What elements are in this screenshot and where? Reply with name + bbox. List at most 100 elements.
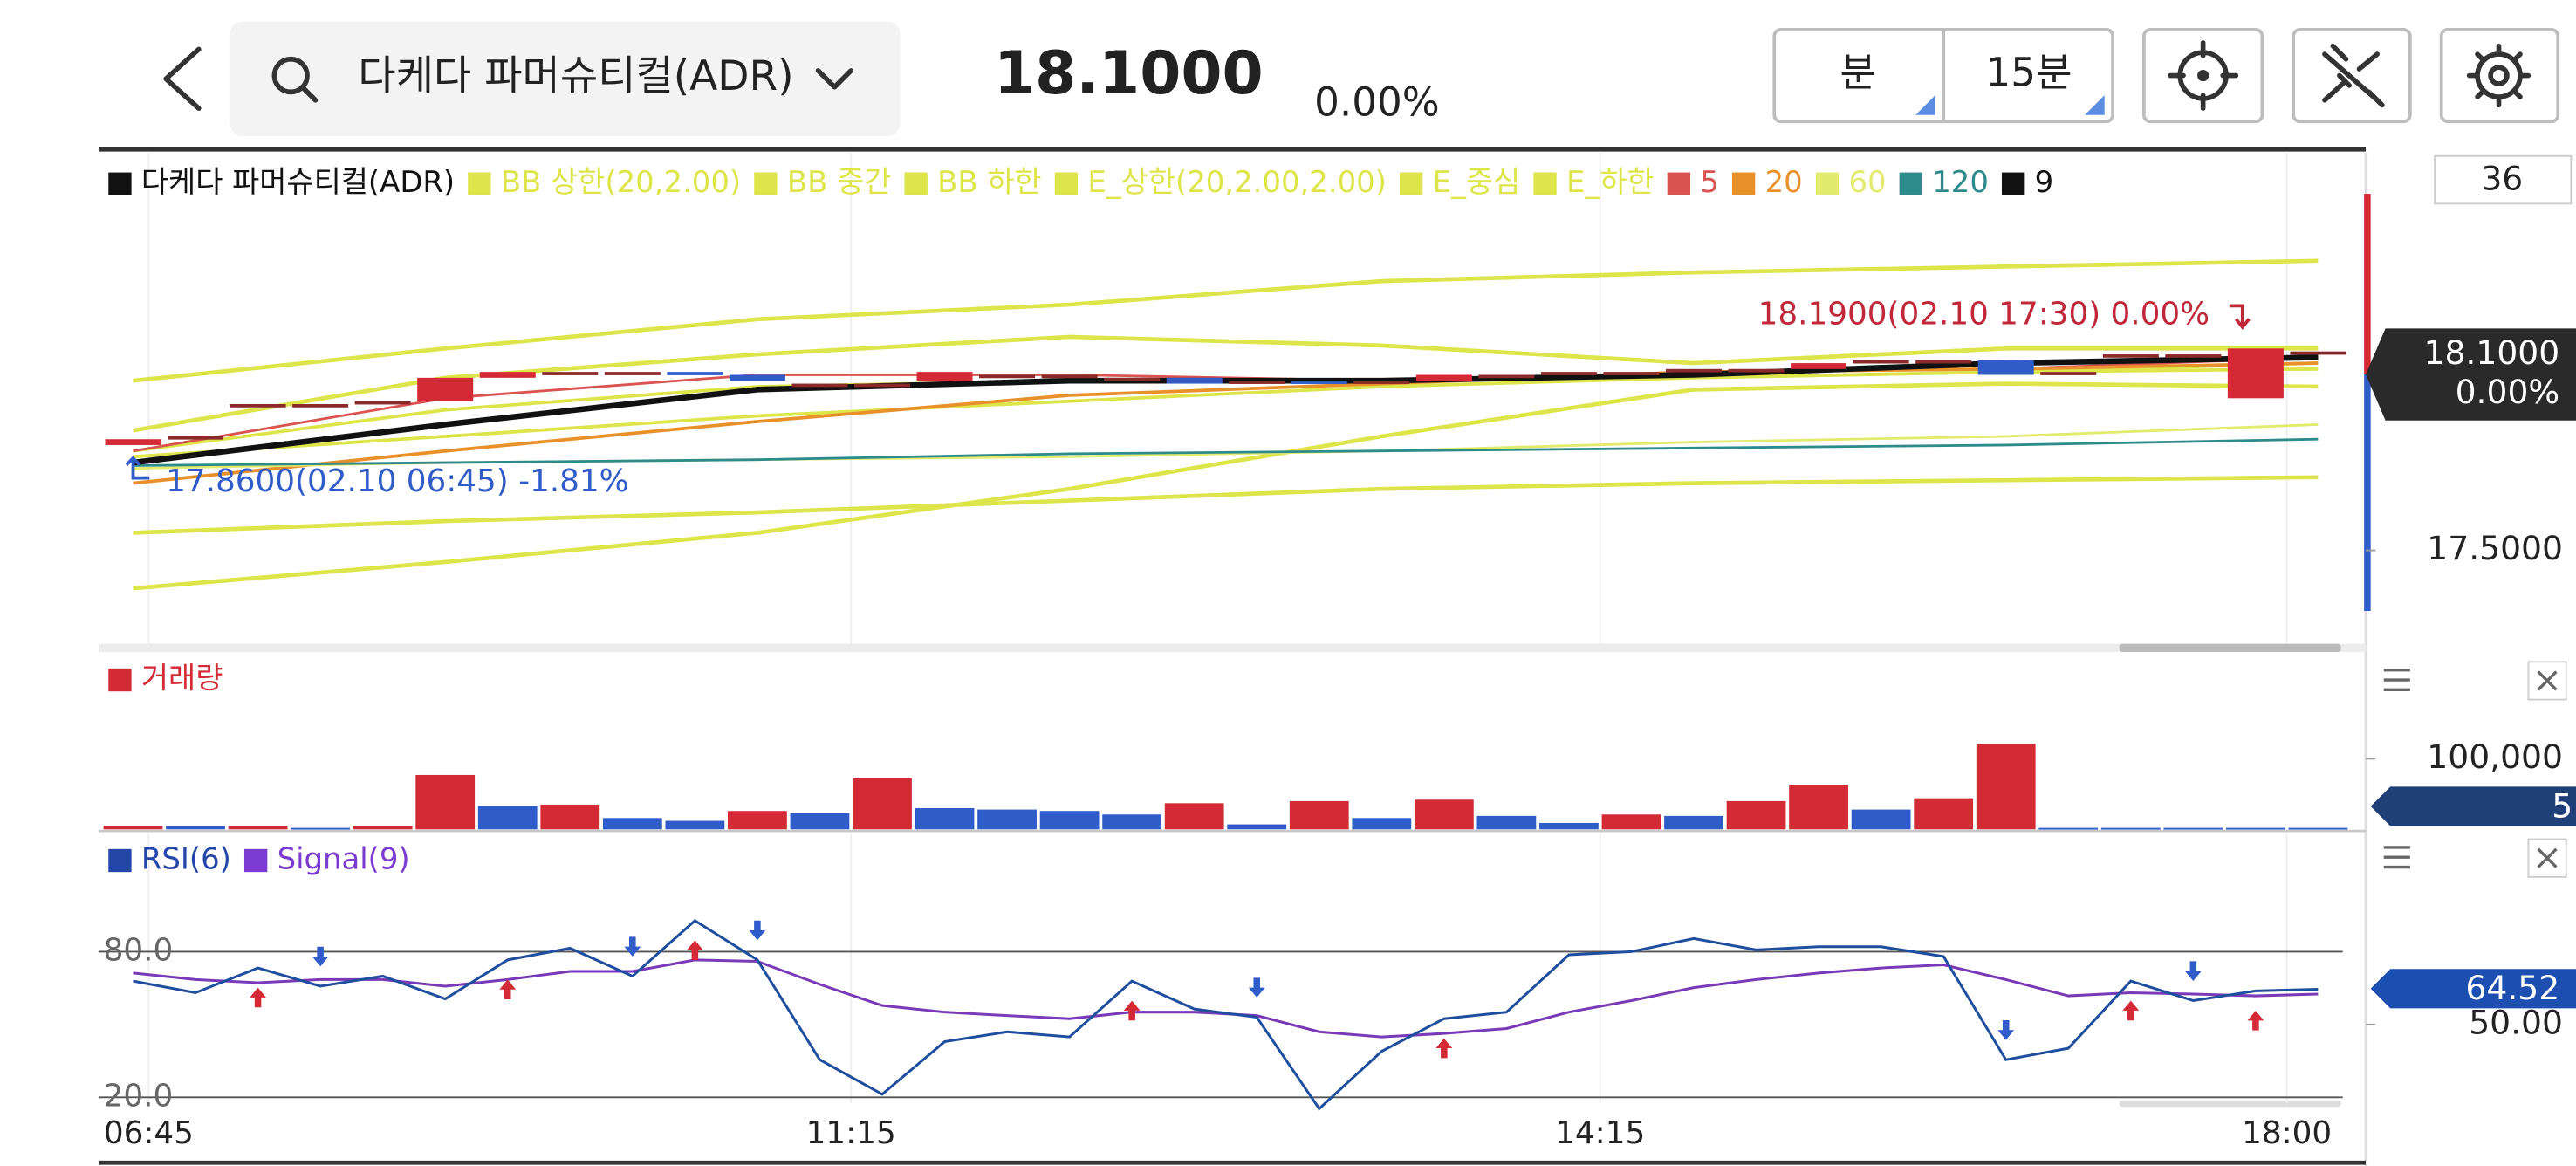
panel-menu-button[interactable]	[2383, 669, 2410, 692]
volume-bar	[1102, 814, 1162, 830]
y-tick-label: 100,000	[2427, 737, 2563, 776]
candle	[667, 372, 723, 375]
candle	[2102, 354, 2159, 358]
legend-label: 거래량	[141, 662, 223, 696]
symbol-dropdown[interactable]	[815, 68, 854, 90]
overlay-line	[133, 258, 2319, 383]
price-tag	[2366, 328, 2576, 421]
search-icon-handle	[299, 84, 319, 103]
price-tag-change: 0.00%	[2456, 373, 2560, 411]
legend-swatch	[1399, 172, 1423, 195]
legend-label: BB 중간	[787, 165, 892, 199]
candle	[479, 372, 536, 378]
legend-label: E_상한(20,2.00,2.00)	[1087, 165, 1387, 199]
candle	[354, 401, 411, 405]
panel-separator	[98, 643, 2367, 653]
legend-swatch	[904, 172, 928, 195]
search-box[interactable]	[230, 21, 901, 137]
volume-bar	[1914, 798, 1974, 830]
volume-bar	[602, 818, 662, 830]
candle	[791, 383, 848, 388]
volume-bar	[540, 804, 600, 830]
panel-menu-button[interactable]	[2383, 846, 2410, 869]
volume-bar	[1539, 822, 1599, 830]
candle	[1478, 374, 1535, 379]
y-tick-label: 17.5000	[2427, 529, 2563, 567]
drawing-tool-icon	[2322, 43, 2385, 108]
candle	[2290, 351, 2346, 355]
period-button[interactable]: 15분	[1986, 50, 2072, 96]
legend-swatch	[1899, 172, 1922, 195]
volume-bar	[665, 820, 725, 830]
volume-bar	[728, 811, 787, 830]
volume-bar	[1851, 809, 1911, 830]
period-unit-button[interactable]: 분	[1840, 50, 1877, 96]
volume-bar	[415, 774, 476, 830]
overlay-line	[133, 354, 2319, 466]
price-change: 0.00%	[1314, 79, 1439, 125]
legend-label: 60	[1848, 165, 1886, 199]
scroll-thumb[interactable]	[2119, 643, 2341, 653]
volume-bar	[977, 809, 1037, 830]
candle	[1540, 372, 1597, 375]
candle	[417, 377, 474, 401]
candle	[1853, 360, 1909, 364]
candle	[2227, 348, 2284, 399]
legend-label: E_하한	[1566, 165, 1655, 199]
candle	[1603, 372, 1660, 375]
current-price: 18.1000	[994, 38, 1264, 107]
y-tick-label: 50.00	[2469, 1003, 2563, 1041]
volume-bar	[1476, 815, 1537, 830]
volume-bar	[1726, 800, 1786, 830]
volume-bar	[228, 826, 288, 830]
y-tick-label: 20.0	[104, 1078, 174, 1114]
back-button[interactable]	[163, 46, 202, 112]
candle	[168, 436, 224, 440]
range-indicator-up	[2364, 194, 2371, 375]
buy-signal	[1123, 1000, 1141, 1021]
volume-bar	[1414, 799, 1474, 830]
candle	[853, 383, 910, 388]
legend-swatch	[754, 172, 778, 195]
overlay-line	[133, 361, 2319, 485]
legend-label: 9	[2035, 165, 2054, 199]
volume-bar	[353, 826, 413, 830]
settings-button[interactable]	[2439, 27, 2560, 124]
candle	[1229, 381, 1285, 384]
candle	[979, 374, 1036, 379]
volume-bar	[1039, 811, 1100, 830]
volume-bar	[1164, 803, 1224, 830]
legend-swatch	[1667, 172, 1691, 195]
range-indicator-down	[2364, 374, 2371, 611]
x-tick-label: 06:45	[104, 1115, 194, 1151]
low-annotation: 17.8600(02.10 06:45) -1.81%	[166, 463, 628, 499]
legend-label: BB 하한	[937, 165, 1042, 199]
crosshair-icon-dot	[2197, 69, 2209, 82]
high-marker	[2229, 304, 2251, 330]
candle	[1915, 360, 1972, 364]
candle	[542, 372, 599, 375]
crosshair-icon-ticks	[2168, 40, 2239, 112]
volume-bar	[2288, 827, 2348, 830]
volume-bar	[477, 806, 538, 830]
overlay-line	[133, 367, 2319, 459]
panel-close-icon	[2537, 670, 2558, 691]
candle	[1104, 377, 1161, 381]
symbol-name: 다케다 파머슈티컬(ADR)	[358, 52, 793, 100]
scroll-thumb[interactable]	[2119, 1100, 2341, 1108]
sell-signal	[2184, 961, 2202, 982]
volume-tag	[2370, 786, 2576, 826]
rsi-tag	[2370, 969, 2576, 1009]
candle	[1291, 381, 1347, 384]
buy-signal	[2247, 1011, 2264, 1031]
candle	[105, 439, 161, 445]
legend-swatch	[1054, 172, 1079, 195]
volume-bar	[2163, 827, 2223, 830]
legend-swatch	[2001, 172, 2025, 195]
overlay-line	[133, 381, 2319, 591]
candle	[1353, 381, 1410, 384]
legend-label: RSI(6)	[141, 842, 231, 876]
volume-bar	[291, 827, 351, 830]
legend-label: 다케다 파머슈티컬(ADR)	[141, 165, 455, 199]
